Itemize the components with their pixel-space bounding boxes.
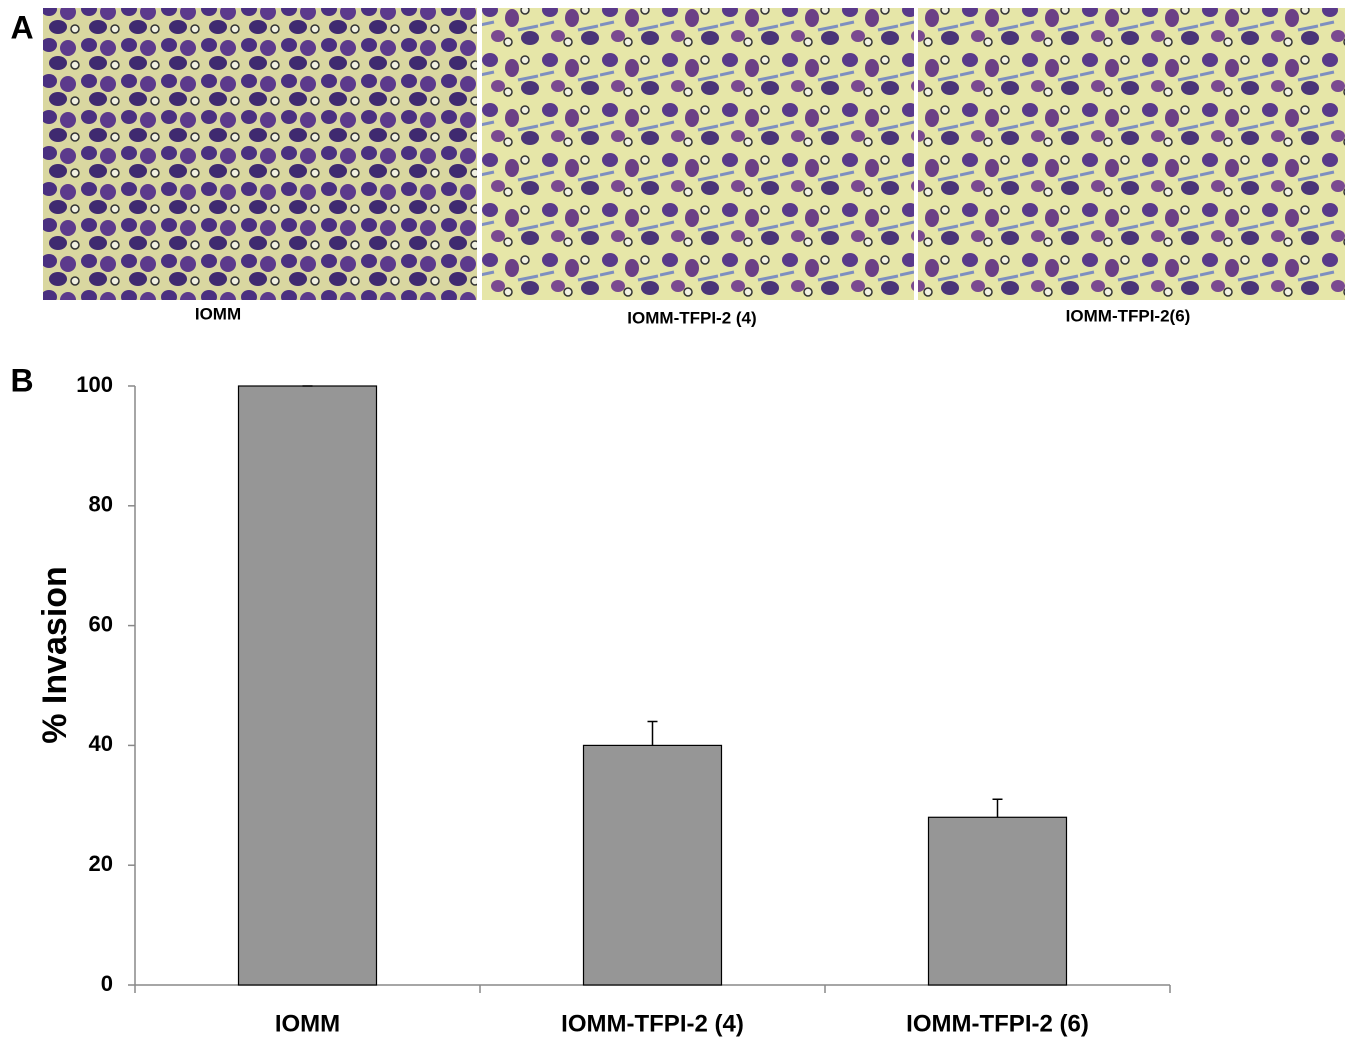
y-tick-label: 100 [76,372,113,397]
micrograph [918,8,1345,300]
y-tick-label: 40 [89,731,113,756]
error-bar [648,721,658,745]
micrograph [482,8,914,300]
error-bar [993,799,1003,817]
figure: A IOMM IOMM-TFPI-2 (4) IOMM-TFPI-2(6) B … [0,0,1350,1042]
y-tick-label: 60 [89,611,113,636]
image-caption: IOMM-TFPI-2(6) [1066,306,1191,325]
x-tick-label: IOMM [275,1010,340,1037]
bar [239,386,377,985]
x-tick-label: IOMM-TFPI-2 (4) [561,1010,744,1037]
bar [584,745,722,985]
y-axis-label: % Invasion [36,566,74,744]
y-tick-label: 0 [101,971,113,996]
y-tick-label: 20 [89,851,113,876]
image-caption: IOMM-TFPI-2 (4) [627,308,756,327]
y-tick-label: 80 [89,492,113,517]
micrograph [43,8,477,300]
panel-label: B [10,362,33,398]
image-caption: IOMM [195,304,241,323]
bar [929,817,1067,985]
x-tick-label: IOMM-TFPI-2 (6) [906,1010,1089,1037]
panel-label: A [10,9,33,45]
